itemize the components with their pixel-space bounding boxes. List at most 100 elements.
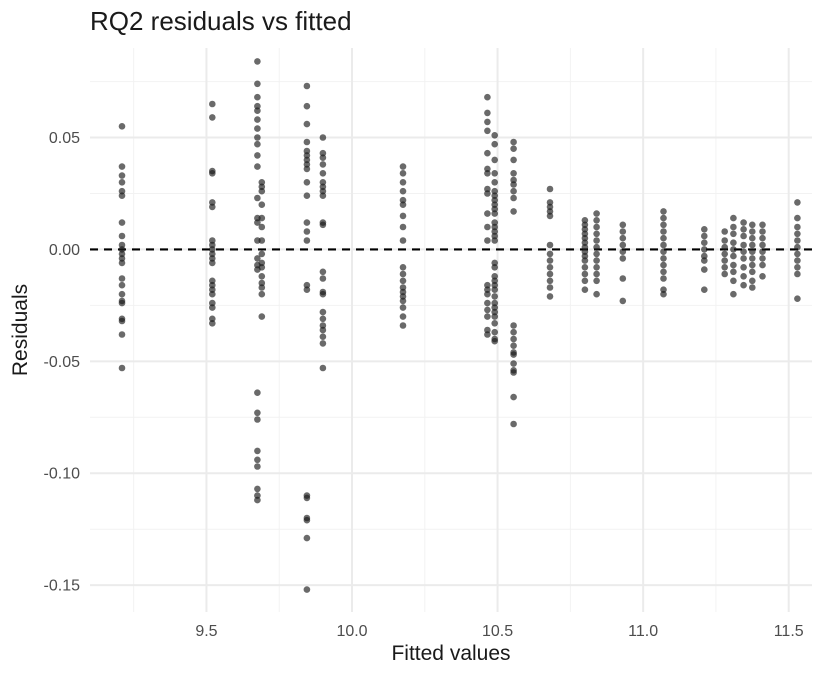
data-point: [721, 228, 728, 235]
data-point: [254, 485, 261, 493]
data-point: [484, 210, 491, 217]
data-point: [660, 228, 667, 235]
data-point: [303, 516, 311, 524]
data-point: [730, 290, 737, 298]
data-point: [484, 299, 491, 307]
data-point: [303, 219, 311, 226]
data-point: [399, 170, 407, 177]
data-point: [619, 241, 627, 249]
data-point: [510, 322, 517, 329]
data-point: [619, 234, 627, 242]
data-point: [740, 226, 747, 233]
data-point: [740, 232, 747, 240]
data-point: [258, 187, 266, 195]
data-point: [510, 181, 517, 188]
data-point: [399, 223, 407, 231]
data-point: [254, 255, 261, 262]
data-point: [491, 328, 499, 336]
data-point: [319, 170, 327, 177]
data-point: [749, 228, 756, 235]
data-point: [118, 331, 126, 338]
data-point: [660, 208, 667, 215]
x-tick-label: 11.5: [774, 623, 804, 640]
x-axis-title: Fitted values: [391, 642, 510, 665]
data-point: [794, 237, 801, 244]
data-point: [759, 261, 766, 269]
data-point: [593, 210, 600, 217]
data-point: [254, 219, 261, 226]
data-point: [303, 534, 311, 542]
data-point: [491, 286, 499, 294]
data-point: [399, 322, 407, 329]
data-point: [258, 290, 266, 298]
data-point: [759, 241, 766, 249]
data-point: [484, 237, 491, 244]
data-point: [593, 230, 600, 238]
data-point: [701, 226, 708, 233]
data-point: [118, 219, 126, 226]
data-point: [254, 416, 261, 423]
data-point: [759, 221, 766, 229]
data-point: [546, 250, 554, 258]
data-point: [593, 217, 600, 224]
data-point: [546, 241, 554, 249]
data-point: [484, 109, 491, 117]
data-point: [254, 456, 261, 464]
data-point: [258, 273, 266, 280]
data-point: [510, 369, 517, 376]
data-point: [510, 208, 517, 215]
data-point: [749, 248, 756, 255]
data-point: [254, 58, 261, 65]
data-point: [399, 201, 407, 208]
data-points: [118, 58, 801, 593]
data-point: [491, 264, 499, 271]
data-point: [660, 214, 667, 222]
data-point: [730, 268, 737, 276]
data-point: [581, 277, 589, 285]
data-point: [619, 221, 627, 229]
data-point: [484, 149, 491, 157]
data-point: [258, 313, 266, 320]
data-point: [546, 293, 554, 300]
data-point: [721, 243, 728, 251]
data-point: [399, 187, 407, 195]
data-point: [794, 243, 801, 251]
data-point: [593, 290, 600, 298]
data-point: [484, 313, 491, 320]
data-point: [319, 154, 327, 161]
data-point: [749, 234, 756, 242]
data-point: [510, 187, 517, 195]
data-point: [730, 252, 737, 260]
data-point: [484, 331, 491, 338]
data-point: [209, 290, 216, 298]
data-point: [794, 257, 801, 264]
data-point: [319, 192, 327, 199]
data-point: [581, 257, 589, 264]
data-point: [491, 132, 499, 139]
y-tick-label: -0.15: [44, 578, 81, 595]
data-point: [730, 246, 737, 253]
data-point: [701, 239, 708, 246]
data-point: [619, 255, 627, 262]
data-point: [484, 127, 491, 135]
data-point: [721, 250, 728, 258]
data-point: [701, 257, 708, 264]
data-point: [491, 179, 499, 186]
data-point: [254, 194, 261, 202]
data-point: [491, 337, 499, 345]
data-point: [209, 114, 216, 121]
data-point: [118, 123, 126, 130]
y-axis-title: Residuals: [9, 284, 32, 376]
data-point: [319, 364, 327, 372]
data-point: [546, 257, 554, 264]
data-point: [118, 290, 126, 298]
data-point: [491, 140, 499, 148]
data-point: [399, 212, 407, 220]
data-point: [303, 82, 311, 90]
data-point: [118, 281, 126, 289]
data-point: [546, 277, 554, 285]
data-point: [740, 255, 747, 262]
data-point: [319, 333, 327, 341]
data-point: [399, 297, 407, 305]
